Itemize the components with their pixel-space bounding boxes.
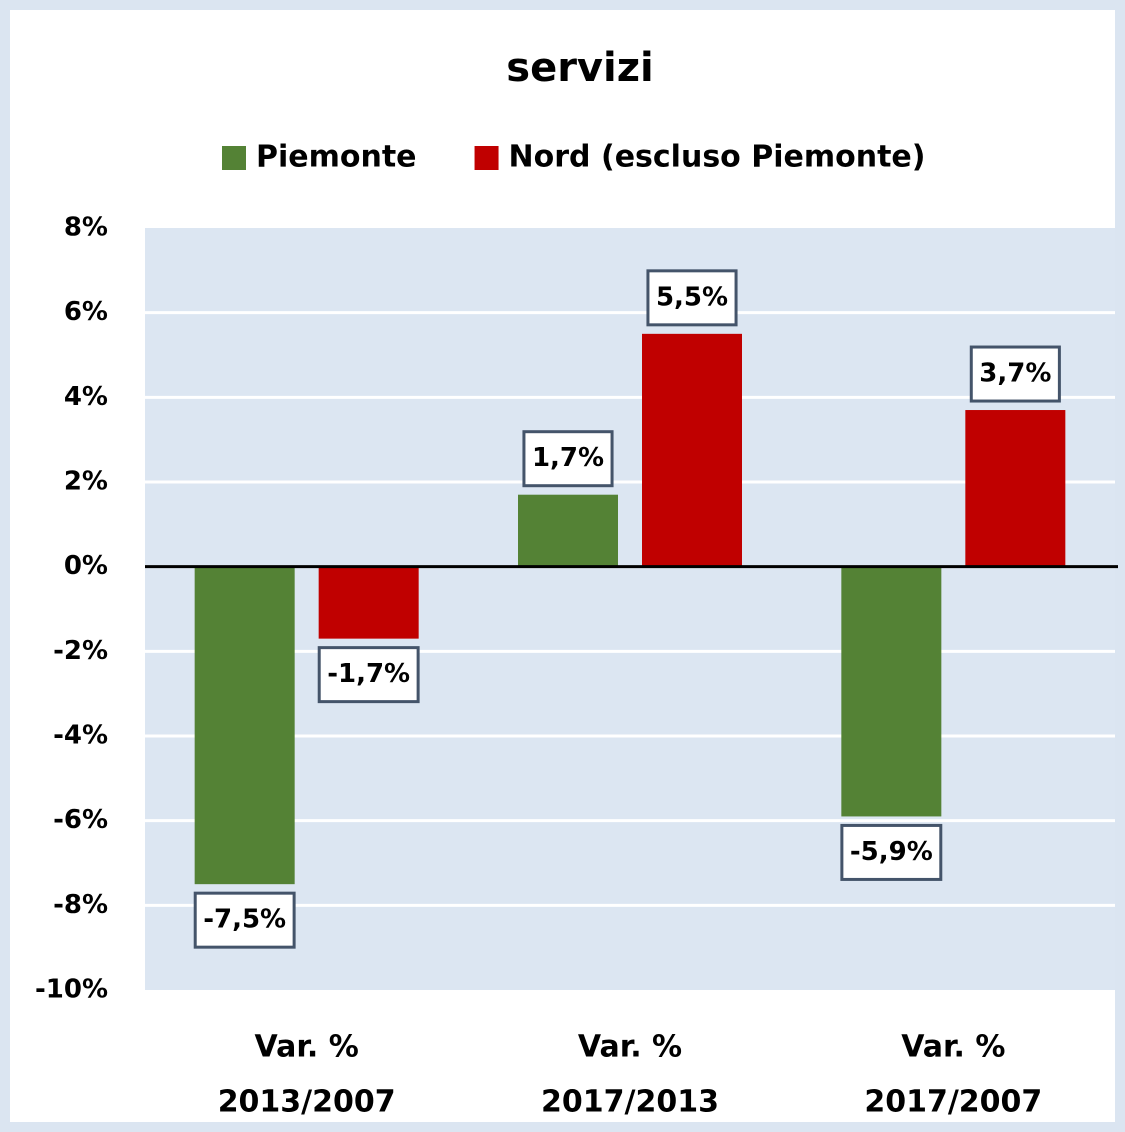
y-tick-label: 6% [64, 297, 108, 327]
legend-label: Piemonte [256, 140, 417, 175]
bar [642, 333, 742, 567]
bar [518, 494, 618, 567]
y-tick-label: -6% [53, 805, 108, 835]
value-label-box [840, 823, 943, 881]
legend-swatch [474, 146, 499, 170]
y-tick-label: 0% [64, 551, 108, 581]
value-label-box [646, 269, 738, 327]
value-label: -5,9% [850, 837, 933, 867]
x-tick-label: Var. % [255, 1030, 359, 1065]
value-label: 3,7% [979, 359, 1051, 389]
bar [318, 566, 419, 639]
y-tick-label: -4% [53, 721, 108, 751]
plot-area [145, 228, 1115, 990]
x-tick-label: 2017/2013 [541, 1085, 719, 1120]
y-tick-label: -2% [53, 636, 108, 666]
x-tick-label: 2013/2007 [218, 1085, 396, 1120]
y-tick-label: 4% [64, 382, 108, 412]
y-tick-label: -10% [35, 975, 108, 1005]
chart-title: servizi [506, 45, 653, 91]
value-label: 1,7% [532, 443, 604, 473]
value-label-box [317, 646, 420, 704]
y-tick-label: -8% [53, 890, 108, 920]
legend-label: Nord (escluso Piemonte) [509, 140, 926, 175]
y-tick-label: 8% [64, 213, 108, 243]
x-tick-label: Var. % [578, 1030, 682, 1065]
value-label-box [969, 345, 1061, 403]
x-tick-label: 2017/2007 [864, 1085, 1042, 1120]
value-label-box [522, 430, 614, 488]
bar [965, 410, 1066, 567]
y-tick-label: 2% [64, 467, 108, 497]
bar [194, 566, 295, 885]
legend-swatch [222, 146, 246, 170]
value-label: -7,5% [203, 905, 286, 935]
x-tick-label: Var. % [901, 1030, 1005, 1065]
value-label: 5,5% [656, 282, 728, 312]
value-label-box [193, 891, 296, 949]
bar [841, 566, 942, 817]
value-label: -1,7% [327, 659, 410, 689]
